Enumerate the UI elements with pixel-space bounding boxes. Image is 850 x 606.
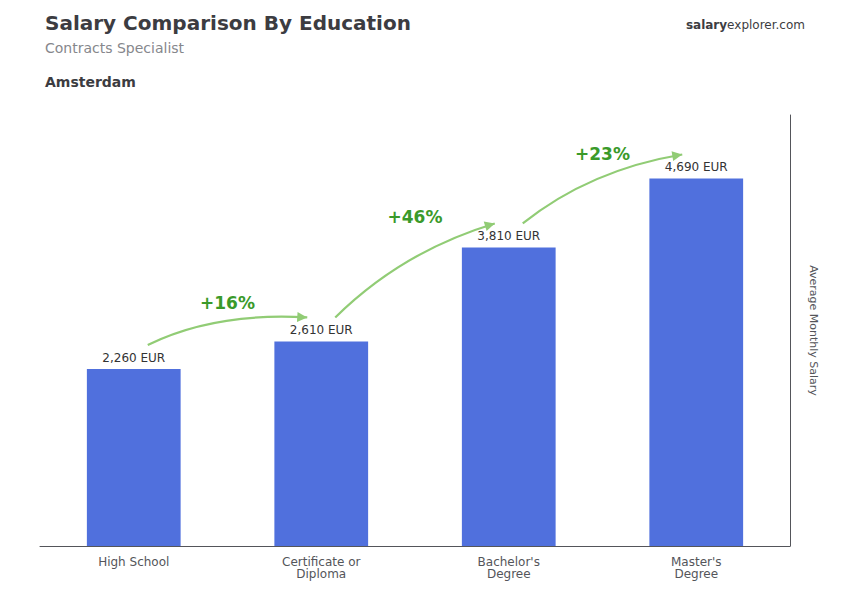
svg-text:Master's: Master's [671,555,722,569]
svg-text:Salary Comparison By Education: Salary Comparison By Education [45,11,411,35]
svg-text:4,690 EUR: 4,690 EUR [665,160,728,174]
svg-text:Degree: Degree [487,567,531,581]
svg-text:Amsterdam: Amsterdam [45,74,136,90]
svg-text:High School: High School [98,555,169,569]
svg-text:2,260 EUR: 2,260 EUR [102,351,165,365]
svg-text:explorer.com: explorer.com [727,18,805,32]
svg-text:Certificate or: Certificate or [282,555,361,569]
svg-text:Degree: Degree [674,567,718,581]
svg-text:Diploma: Diploma [296,567,346,581]
svg-text:Contracts Specialist: Contracts Specialist [45,40,185,56]
svg-text:2,610 EUR: 2,610 EUR [290,323,353,337]
svg-text:Bachelor's: Bachelor's [477,555,540,569]
svg-text:3,810 EUR: 3,810 EUR [477,229,540,243]
svg-text:+46%: +46% [388,207,443,227]
svg-text:+23%: +23% [575,144,630,164]
svg-text:Average Monthly Salary: Average Monthly Salary [807,265,820,396]
svg-text:salary: salary [686,18,727,32]
svg-text:+16%: +16% [200,293,255,313]
